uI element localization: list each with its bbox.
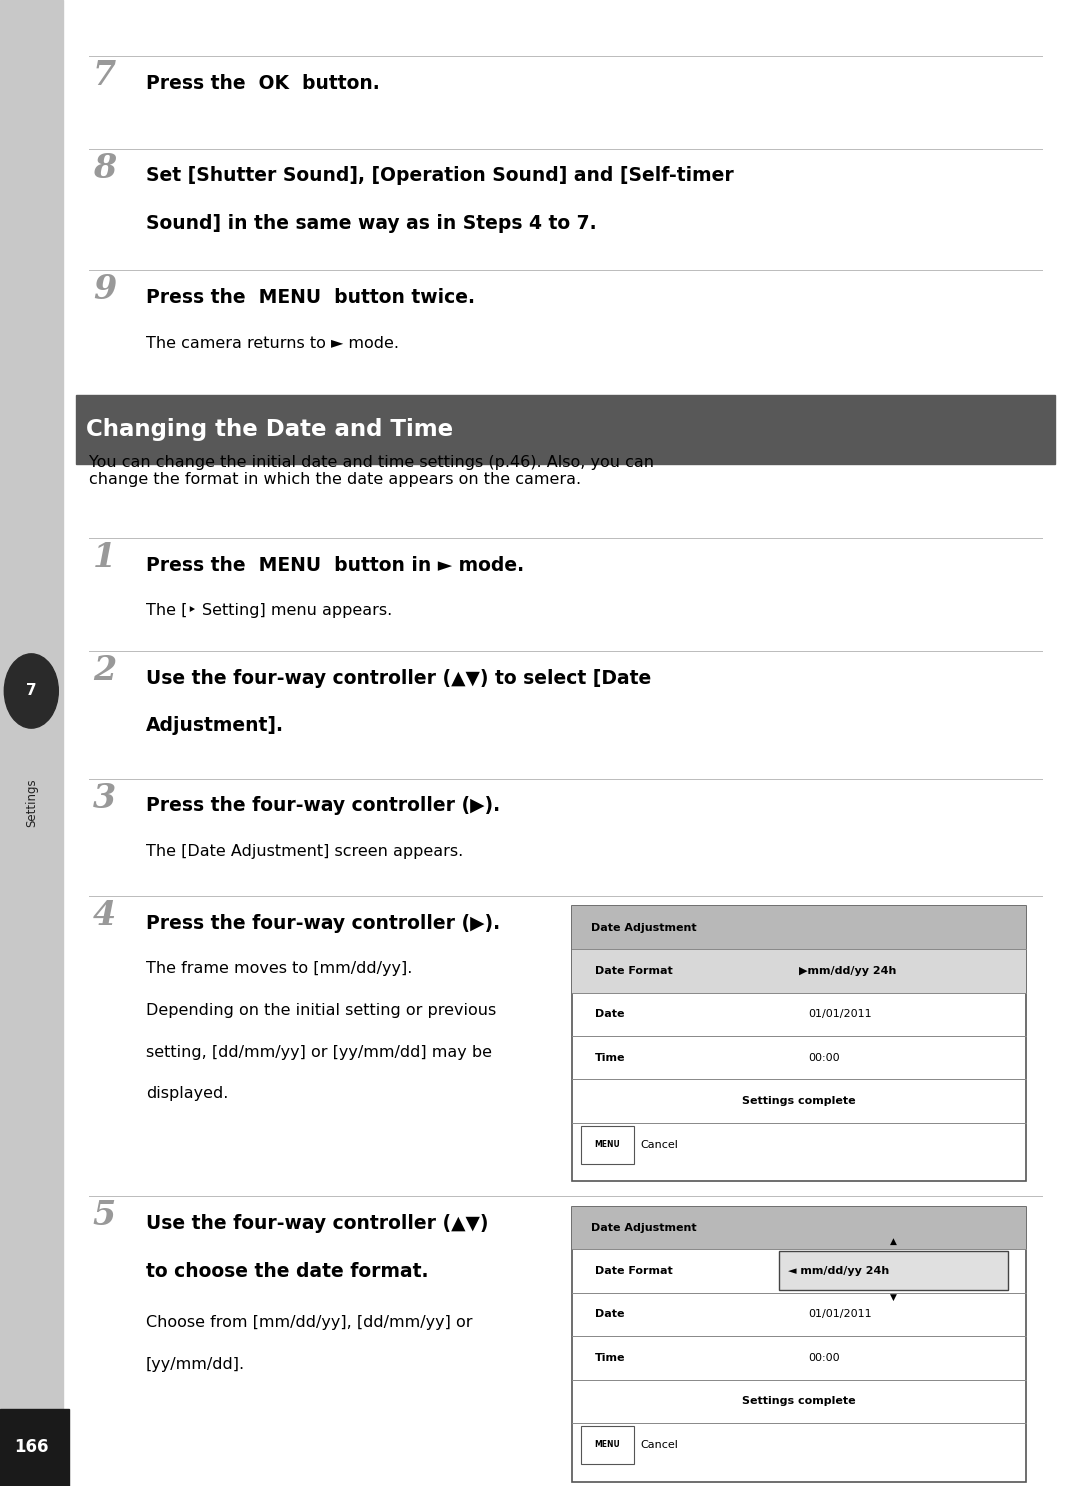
Text: ▶mm/dd/yy 24h: ▶mm/dd/yy 24h	[799, 966, 896, 976]
Text: Press the four-way controller (▶).: Press the four-way controller (▶).	[146, 914, 500, 933]
Text: Press the  MENU  button twice.: Press the MENU button twice.	[146, 288, 475, 308]
Text: Choose from [mm/dd/yy], [dd/mm/yy] or: Choose from [mm/dd/yy], [dd/mm/yy] or	[146, 1315, 472, 1330]
Bar	[0, 0, 63, 1486]
Text: Adjustment].: Adjustment].	[146, 716, 284, 736]
Text: Settings complete: Settings complete	[742, 1097, 856, 1106]
Text: Use the four-way controller (▲▼) to select [Date: Use the four-way controller (▲▼) to sele…	[146, 669, 651, 688]
Text: displayed.: displayed.	[146, 1086, 228, 1101]
Text: 166: 166	[14, 1438, 49, 1456]
Text: Date Format: Date Format	[595, 1266, 673, 1276]
Text: 00:00: 00:00	[808, 1352, 840, 1363]
Bar	[581, 1125, 634, 1164]
Text: 01/01/2011: 01/01/2011	[808, 1009, 872, 1019]
Bar	[572, 1207, 1026, 1482]
Text: Date Adjustment: Date Adjustment	[591, 1223, 697, 1233]
Text: to choose the date format.: to choose the date format.	[146, 1262, 429, 1281]
Text: The [‣ Setting] menu appears.: The [‣ Setting] menu appears.	[146, 603, 392, 618]
Text: 7: 7	[26, 684, 37, 698]
Text: Changing the Date and Time: Changing the Date and Time	[86, 418, 454, 441]
Text: 00:00: 00:00	[808, 1052, 840, 1062]
Text: Date Adjustment: Date Adjustment	[591, 923, 697, 933]
Text: The camera returns to ► mode.: The camera returns to ► mode.	[146, 336, 399, 351]
Bar	[572, 906, 1026, 950]
Bar	[581, 1425, 634, 1464]
Text: You can change the initial date and time settings (p.46). Also, you can
change t: You can change the initial date and time…	[89, 455, 653, 487]
Text: Press the four-way controller (▶).: Press the four-way controller (▶).	[146, 796, 500, 816]
Text: Press the  MENU  button in ► mode.: Press the MENU button in ► mode.	[146, 556, 524, 575]
Text: Settings: Settings	[25, 779, 38, 826]
Text: setting, [dd/mm/yy] or [yy/mm/dd] may be: setting, [dd/mm/yy] or [yy/mm/dd] may be	[146, 1045, 491, 1060]
Text: Settings complete: Settings complete	[742, 1397, 856, 1406]
Text: MENU: MENU	[595, 1440, 620, 1449]
Text: ◄ mm/dd/yy 24h: ◄ mm/dd/yy 24h	[788, 1266, 889, 1276]
Text: Set [Shutter Sound], [Operation Sound] and [Self-timer: Set [Shutter Sound], [Operation Sound] a…	[146, 166, 733, 186]
Text: Date Format: Date Format	[595, 966, 673, 976]
Text: 01/01/2011: 01/01/2011	[808, 1309, 872, 1320]
Text: 5: 5	[93, 1199, 117, 1232]
Bar	[572, 950, 1026, 993]
Text: Time: Time	[595, 1352, 625, 1363]
Text: Sound] in the same way as in Steps 4 to 7.: Sound] in the same way as in Steps 4 to …	[146, 214, 596, 233]
Text: 3: 3	[93, 782, 117, 814]
Bar	[572, 906, 1026, 1181]
Circle shape	[4, 654, 58, 728]
Bar	[572, 1207, 1026, 1250]
Text: 9: 9	[93, 273, 117, 306]
Text: Cancel: Cancel	[640, 1140, 678, 1150]
Text: ▼: ▼	[890, 1293, 896, 1302]
Text: Date: Date	[595, 1309, 624, 1320]
Text: Press the  OK  button.: Press the OK button.	[146, 74, 379, 94]
Bar	[779, 1251, 1008, 1290]
Text: Cancel: Cancel	[640, 1440, 678, 1450]
Text: 1: 1	[93, 541, 117, 574]
Text: Time: Time	[595, 1052, 625, 1062]
Bar	[0, 1409, 69, 1486]
Text: 4: 4	[93, 899, 117, 932]
Text: Use the four-way controller (▲▼): Use the four-way controller (▲▼)	[146, 1214, 488, 1233]
Text: 8: 8	[93, 152, 117, 184]
Text: The frame moves to [mm/dd/yy].: The frame moves to [mm/dd/yy].	[146, 961, 413, 976]
Text: ▲: ▲	[890, 1236, 896, 1245]
Text: [yy/mm/dd].: [yy/mm/dd].	[146, 1357, 245, 1372]
Text: MENU: MENU	[595, 1140, 620, 1149]
Text: 2: 2	[93, 654, 117, 687]
Text: The [Date Adjustment] screen appears.: The [Date Adjustment] screen appears.	[146, 844, 463, 859]
Text: Date: Date	[595, 1009, 624, 1019]
Text: 7: 7	[93, 59, 117, 92]
Bar	[76, 395, 1055, 464]
Text: Depending on the initial setting or previous: Depending on the initial setting or prev…	[146, 1003, 496, 1018]
